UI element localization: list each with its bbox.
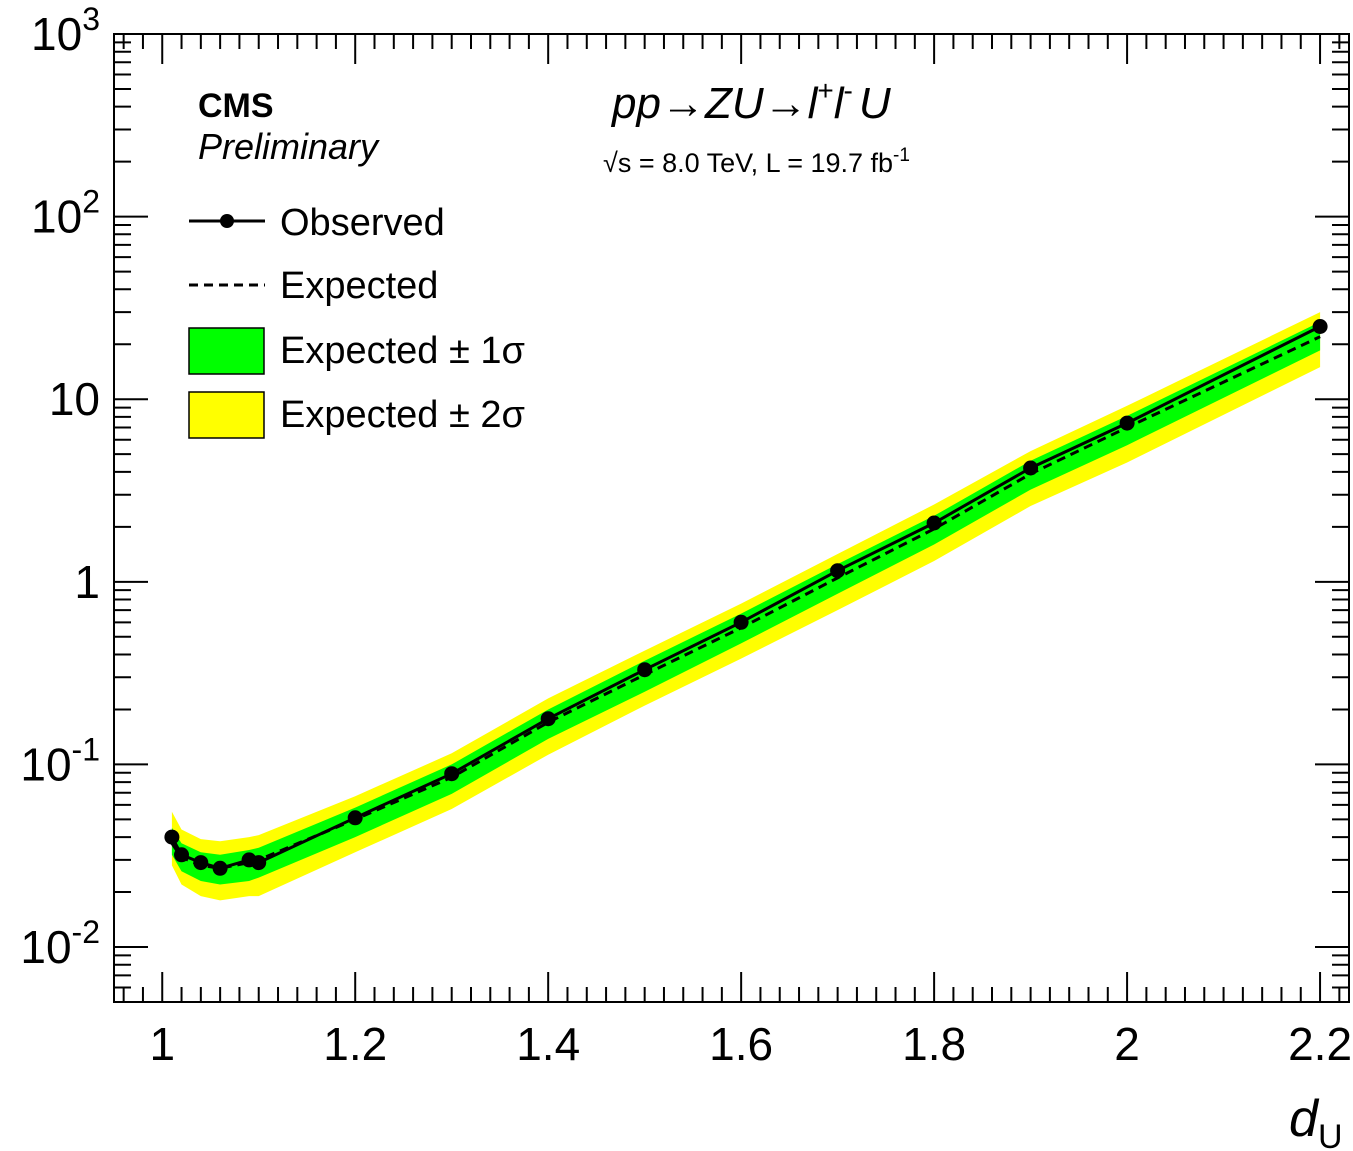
legend-two-sigma-swatch — [188, 391, 265, 439]
observed-point — [1119, 415, 1135, 431]
legend-one-sigma-swatch — [188, 327, 265, 375]
x-axis-tick-labels: 1 1.2 1.4 1.6 1.8 2 2.2 — [149, 1018, 1352, 1070]
observed-point — [926, 515, 942, 531]
x-axis-title: d — [1289, 1090, 1320, 1148]
observed-point — [164, 829, 180, 845]
observed-point — [1023, 460, 1039, 476]
observed-point — [444, 766, 460, 782]
two-sigma-band — [171, 312, 1321, 901]
y-tick-label: 10 — [49, 373, 100, 425]
observed-point — [193, 855, 209, 871]
observed-markers — [164, 319, 1328, 876]
y-axis-ticks — [114, 33, 1349, 1003]
legend-one-sigma-label: Expected ± 1σ — [280, 330, 525, 372]
observed-point — [830, 563, 846, 579]
observed-point — [1312, 319, 1328, 334]
observed-point — [540, 711, 556, 727]
y-tick-label: 103 — [31, 1, 100, 60]
y-tick-label: 10-1 — [20, 731, 100, 790]
y-axis-tick-labels: 10-2 10-1 1 10 102 103 — [20, 1, 100, 973]
cms-label: CMS — [198, 87, 274, 125]
energy-lumi-label: √s = 8.0 TeV, L = 19.7 fb-1 — [603, 145, 910, 178]
x-tick-label: 1.8 — [902, 1018, 966, 1070]
legend-expected-label: Expected — [280, 265, 438, 307]
observed-line — [170, 325, 1321, 870]
x-axis-ticks — [122, 34, 1341, 1002]
y-tick-label: 10-2 — [20, 914, 100, 973]
x-tick-label: 1.2 — [323, 1018, 387, 1070]
x-axis-title-subscript: U — [1318, 1118, 1343, 1151]
legend-two-sigma-label: Expected ± 2σ — [280, 394, 525, 436]
observed-point — [637, 662, 653, 678]
observed-point — [347, 810, 363, 826]
observed-point — [174, 847, 189, 863]
observed-point — [251, 855, 267, 871]
y-tick-label: 102 — [31, 184, 100, 243]
plot-frame — [113, 33, 1350, 1003]
y-tick-label: 1 — [74, 556, 100, 608]
observed-point — [733, 614, 749, 630]
observed-point — [212, 860, 228, 876]
legend-observed-marker — [220, 214, 234, 228]
process-label: pp→ZU→l+l- U — [610, 75, 891, 128]
x-tick-label: 1 — [149, 1018, 175, 1070]
x-tick-label: 2.2 — [1288, 1018, 1352, 1070]
x-tick-label: 1.4 — [516, 1018, 580, 1070]
preliminary-label: Preliminary — [198, 126, 380, 167]
legend: Observed Expected Expected ± 1σ Expected… — [188, 202, 525, 439]
x-tick-label: 2 — [1114, 1018, 1140, 1070]
x-tick-label: 1.6 — [709, 1018, 773, 1070]
legend-observed-label: Observed — [280, 202, 445, 244]
